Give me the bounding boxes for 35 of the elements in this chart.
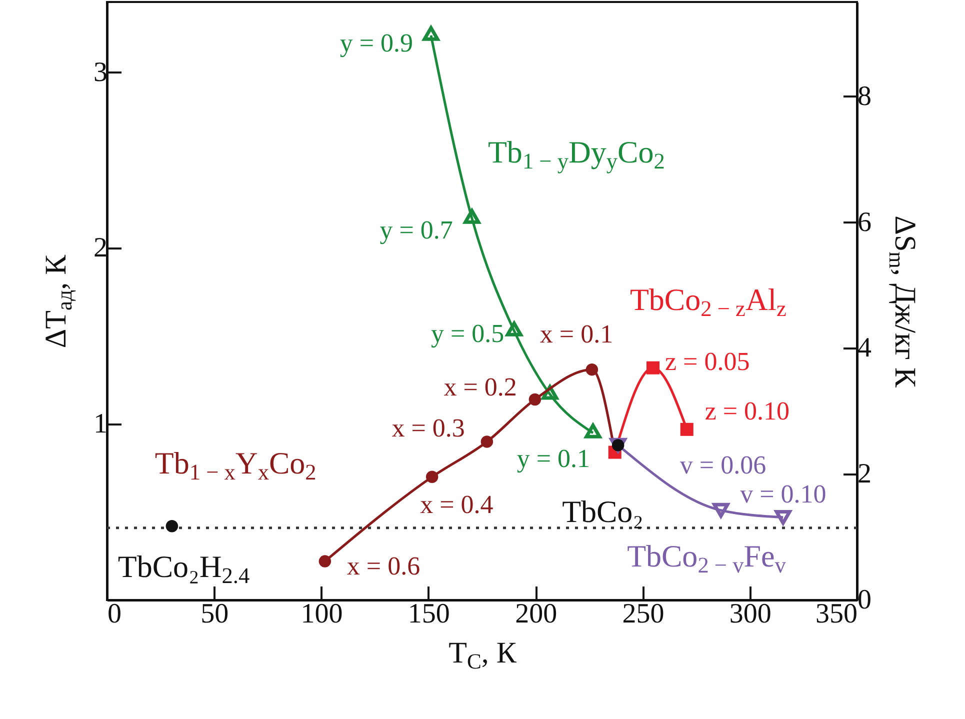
annotation: z = 0.10 — [704, 396, 790, 426]
annotation: x = 0.4 — [420, 490, 494, 519]
x-tick-label: 350 — [816, 598, 858, 630]
annotation: y = 0.1 — [516, 444, 590, 473]
x-tick-label: 250 — [622, 598, 664, 630]
annotation: x = 0.1 — [540, 320, 614, 349]
series-label: Tb$_{1 − y}$Dy$_{y}$Co$_{2}$ — [488, 134, 665, 173]
annotation: v = 0.10 — [740, 479, 826, 508]
x-tick-label: 100 — [300, 598, 343, 630]
y2-tick-label: 4 — [858, 332, 872, 364]
series-label: TbCo₂ — [562, 494, 644, 530]
x-tick-label: 150 — [408, 598, 450, 630]
text: Tb$_{1 − x}$Y$_{x}$Co$_{2}$ — [154, 445, 316, 484]
annotation: v = 0.06 — [680, 450, 766, 480]
annotation: y = 0.9 — [340, 28, 413, 58]
series-label: TbCo$_{2 − z}$Al$_{z}$ — [630, 282, 786, 320]
x-tick-label: 0 — [108, 598, 122, 630]
x-tick-label: 200 — [515, 598, 558, 630]
annotation: x = 0.2 — [444, 372, 517, 402]
series-label: TbCo₂H$_{2.4}$ — [118, 549, 250, 588]
annotation: y = 0.5 — [430, 318, 504, 348]
annotation: y = 0.7 — [380, 215, 453, 244]
annotation: z = 0.05 — [665, 346, 750, 376]
y2-tick-label: 2 — [858, 458, 872, 490]
y-tick-label: 3 — [94, 56, 108, 88]
y2-tick-label: 8 — [858, 80, 872, 112]
x-tick-label: 50 — [200, 598, 229, 630]
annotation: x = 0.3 — [392, 414, 465, 443]
y-tick-label: 2 — [94, 232, 108, 264]
x-tick-label: 300 — [729, 598, 772, 630]
series-label: TbCo$_{2 − v}$Fe$_{v}$ — [627, 538, 787, 577]
y2-tick-label: 6 — [858, 206, 872, 238]
y-tick-label: 1 — [94, 408, 108, 440]
annotation: x = 0.6 — [346, 551, 420, 580]
x-axis-title: T$_{C}$, К — [448, 636, 518, 673]
